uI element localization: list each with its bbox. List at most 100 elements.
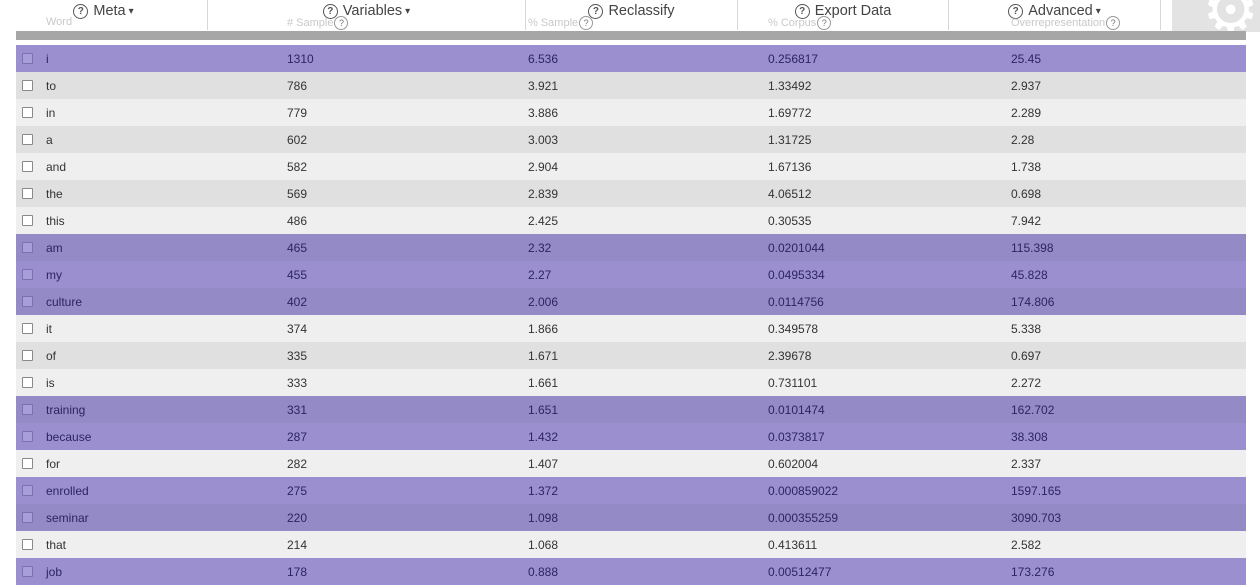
table-row[interactable]: job 178 0.888 0.00512477 173.276 [16,558,1246,585]
table-row[interactable]: my 455 2.27 0.0495334 45.828 [16,261,1246,288]
cell-overrepresentation: 2.582 [1011,538,1042,552]
row-checkbox[interactable] [22,80,33,91]
cell-n-sample: 275 [287,484,308,498]
row-checkbox[interactable] [22,458,33,469]
help-icon[interactable]: ? [1106,16,1121,30]
variables-menu[interactable]: ? Variables ▾ [208,0,526,30]
settings-button[interactable]: ⚙ [1172,0,1260,32]
row-checkbox[interactable] [22,539,33,550]
table-row[interactable]: in 779 3.886 1.69772 2.289 [16,99,1246,126]
cell-word: training [46,403,86,417]
cell-word: and [46,160,67,174]
cell-pct-corpus: 0.0495334 [768,268,825,282]
row-checkbox[interactable] [22,296,33,307]
cell-n-sample: 178 [287,565,308,579]
cell-pct-corpus: 0.413611 [768,538,818,552]
row-checkbox[interactable] [22,107,33,118]
meta-menu-label: Meta [93,3,126,19]
cell-word: enrolled [46,484,89,498]
help-icon[interactable]: ? [334,16,349,30]
row-checkbox[interactable] [22,323,33,334]
meta-menu[interactable]: ? Meta ▾ [0,0,208,30]
table-row[interactable]: and 582 2.904 1.67136 1.738 [16,153,1246,180]
column-header-pct-corpus[interactable]: % Corpus ? [768,16,832,30]
table-row[interactable]: for 282 1.407 0.602004 2.337 [16,450,1246,477]
column-header-n-sample[interactable]: # Sample ? [287,16,349,30]
cell-word: job [46,565,63,579]
cell-overrepresentation: 173.276 [1011,565,1055,579]
header-divider [16,31,1246,40]
cell-pct-sample: 2.839 [528,187,559,201]
row-checkbox[interactable] [22,269,33,280]
row-checkbox[interactable] [22,215,33,226]
row-checkbox[interactable] [22,188,33,199]
table-row[interactable]: it 374 1.866 0.349578 5.338 [16,315,1246,342]
row-checkbox[interactable] [22,161,33,172]
cell-overrepresentation: 2.272 [1011,376,1042,390]
advanced-menu[interactable]: ? Advanced ▾ [949,0,1161,30]
cell-word: a [46,133,53,147]
table-row[interactable]: of 335 1.671 2.39678 0.697 [16,342,1246,369]
cell-pct-sample: 1.671 [528,349,559,363]
column-header-overrepresentation[interactable]: Overrepresentation ? [1011,16,1121,30]
cell-n-sample: 331 [287,403,308,417]
column-header-label: # Sample [287,17,334,29]
help-icon[interactable]: ? [579,16,594,30]
table-row[interactable]: i 1310 6.536 0.256817 25.45 [16,45,1246,72]
row-checkbox[interactable] [22,242,33,253]
cell-overrepresentation: 0.697 [1011,349,1042,363]
cell-pct-sample: 3.921 [528,79,559,93]
chevron-down-icon: ▾ [405,6,411,17]
table-row[interactable]: seminar 220 1.098 0.000355259 3090.703 [16,504,1246,531]
table-row[interactable]: culture 402 2.006 0.0114756 174.806 [16,288,1246,315]
table-row[interactable]: is 333 1.661 0.731101 2.272 [16,369,1246,396]
chevron-down-icon: ▾ [128,6,134,17]
help-icon[interactable]: ? [794,4,810,19]
row-checkbox[interactable] [22,377,33,388]
cell-word: in [46,106,56,120]
table-row[interactable]: to 786 3.921 1.33492 2.937 [16,72,1246,99]
table-row[interactable]: this 486 2.425 0.30535 7.942 [16,207,1246,234]
cell-pct-sample: 1.372 [528,484,559,498]
cell-word: it [46,322,52,336]
table-row[interactable]: training 331 1.651 0.0101474 162.702 [16,396,1246,423]
help-icon[interactable]: ? [1008,4,1024,19]
table-row[interactable]: am 465 2.32 0.0201044 115.398 [16,234,1246,261]
cell-n-sample: 465 [287,241,308,255]
help-icon[interactable]: ? [322,4,338,19]
table-row[interactable]: a 602 3.003 1.31725 2.28 [16,126,1246,153]
cell-pct-sample: 1.407 [528,457,559,471]
table-row[interactable]: enrolled 275 1.372 0.000859022 1597.165 [16,477,1246,504]
row-checkbox[interactable] [22,404,33,415]
cell-overrepresentation: 2.289 [1011,106,1042,120]
cell-n-sample: 374 [287,322,308,336]
help-icon[interactable]: ? [588,4,604,19]
advanced-menu-label: Advanced [1028,3,1093,19]
cell-pct-sample: 1.068 [528,538,559,552]
cell-pct-corpus: 2.39678 [768,349,812,363]
row-checkbox[interactable] [22,566,33,577]
cell-pct-corpus: 0.0373817 [768,430,825,444]
help-icon[interactable]: ? [73,4,89,19]
cell-overrepresentation: 1597.165 [1011,484,1062,498]
cell-n-sample: 582 [287,160,308,174]
reclassify-menu[interactable]: ? Reclassify [526,0,738,30]
help-icon[interactable]: ? [817,16,832,30]
table-row[interactable]: that 214 1.068 0.413611 2.582 [16,531,1246,558]
cell-word: my [46,268,62,282]
table-row[interactable]: because 287 1.432 0.0373817 38.308 [16,423,1246,450]
row-checkbox[interactable] [22,431,33,442]
cell-word: i [46,52,49,66]
row-checkbox[interactable] [22,512,33,523]
column-header-pct-sample[interactable]: % Sample ? [528,16,594,30]
row-checkbox[interactable] [22,350,33,361]
table-row[interactable]: the 569 2.839 4.06512 0.698 [16,180,1246,207]
cell-pct-corpus: 1.31725 [768,133,812,147]
export-data-menu[interactable]: ? Export Data [738,0,949,30]
cell-overrepresentation: 162.702 [1011,403,1055,417]
row-checkbox[interactable] [22,485,33,496]
cell-pct-sample: 3.003 [528,133,559,147]
row-checkbox[interactable] [22,134,33,145]
column-header-word[interactable]: Word [46,16,72,28]
row-checkbox[interactable] [22,53,33,64]
